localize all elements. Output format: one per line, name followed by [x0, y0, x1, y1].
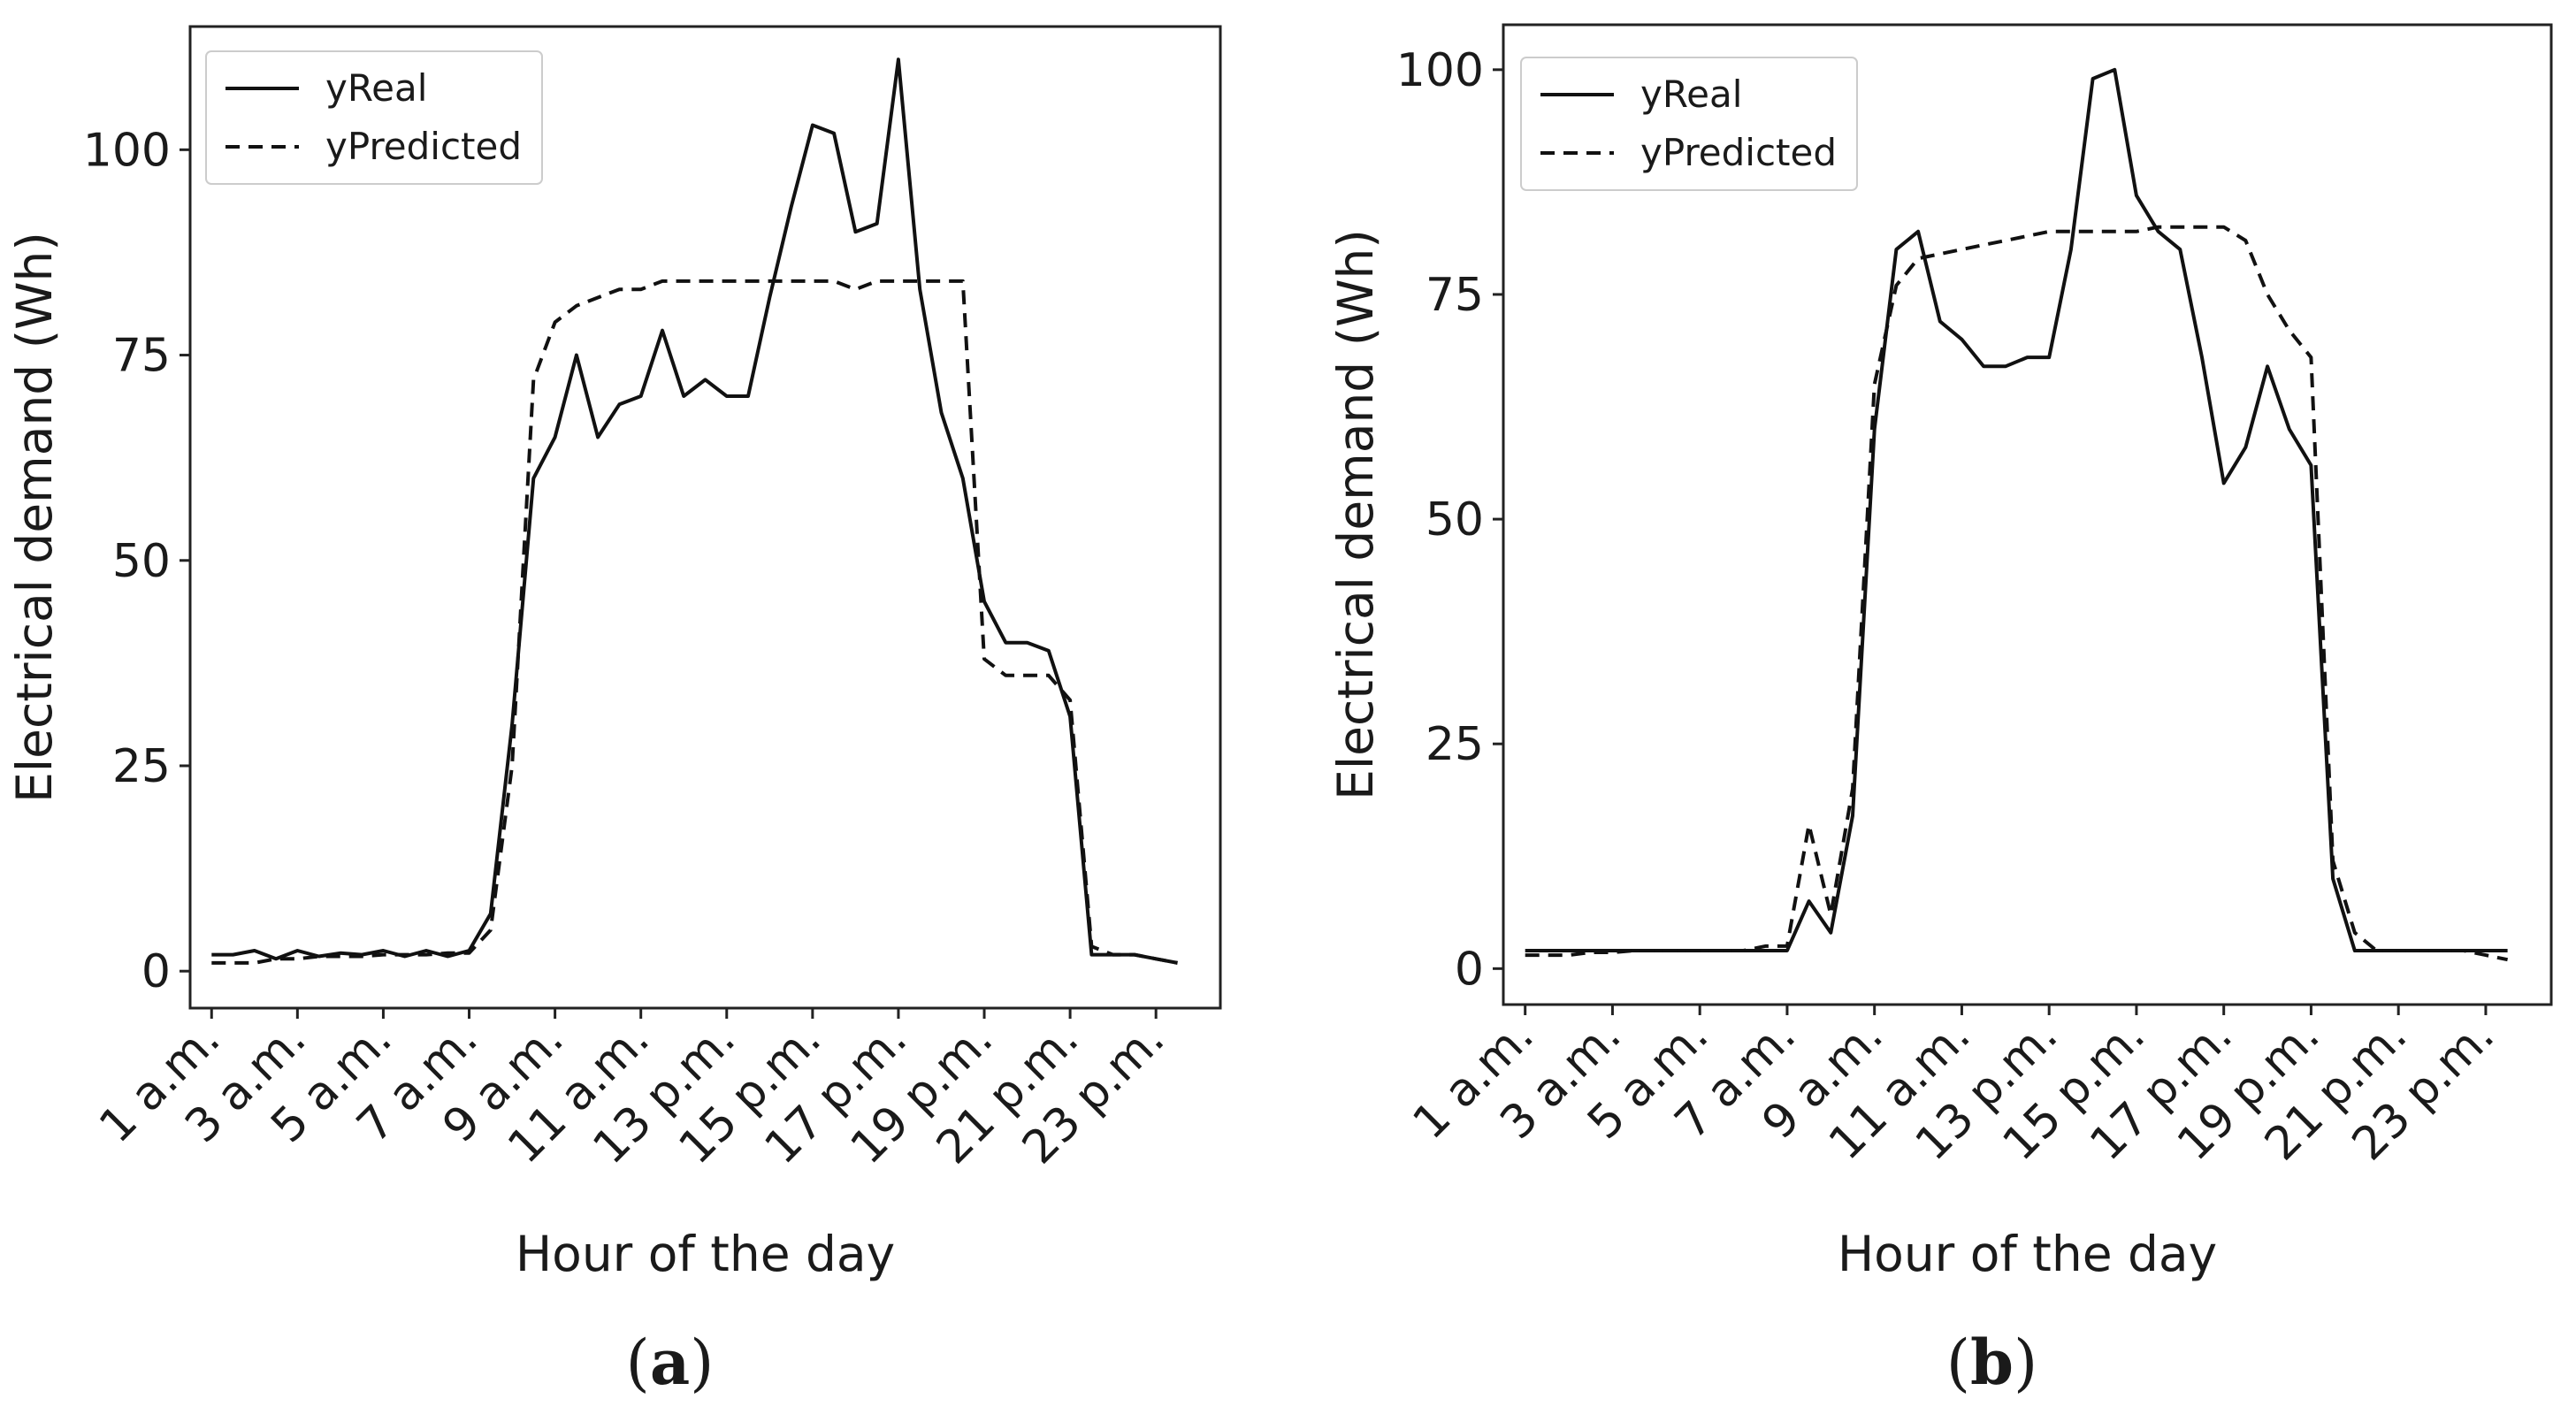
panel-a-y-axis-title: Electrical demand (Wh): [6, 232, 63, 803]
panel-b-ypredicted-point: [1938, 252, 1942, 256]
panel-a-ypredicted-line: [211, 279, 1178, 965]
panel-a-y-tick-label: 25: [112, 740, 171, 793]
panel-b-legend: yReal yPredicted: [1520, 57, 1858, 191]
panel-b-caption-letter: b: [1970, 1326, 2014, 1399]
panel-a-x-axis: 1 a.m.3 a.m.5 a.m.7 a.m.9 a.m.11 a.m.13 …: [89, 1008, 1174, 1174]
panel-a-ypredicted-point: [897, 279, 900, 283]
panel-a-legend-yreal-label: yReal: [325, 66, 427, 110]
panel-a-legend-ypredicted-label: yPredicted: [325, 125, 522, 168]
panel-a-series: [211, 57, 1178, 965]
panel-b-ypredicted-point: [2047, 230, 2051, 233]
panel-b-yreal-line: [1525, 67, 2508, 952]
panel-a-ypredicted-point: [232, 961, 235, 965]
panel-b-legend-ypredicted-label: yPredicted: [1640, 131, 1837, 174]
panel-a-caption: (a): [626, 1326, 715, 1399]
panel-a-x-axis-title: Hour of the day: [516, 1226, 895, 1282]
panel-b-series: [1525, 67, 2509, 962]
panel-a-ypredicted-point: [510, 764, 514, 768]
panel-b-ypredicted-point: [1960, 248, 1963, 251]
panel-a-caption-letter: a: [650, 1326, 690, 1399]
panel-a-yreal-line: [211, 57, 1178, 965]
panel-b-y-axis: 0 25 50 75 100: [1396, 44, 1503, 996]
panel-b-ypredicted-point: [2004, 239, 2007, 242]
panel-b-x-axis: 1 a.m.3 a.m.5 a.m.7 a.m.9 a.m.11 a.m.13 …: [1403, 1005, 2504, 1171]
panel-b-legend-yreal-label: yReal: [1640, 73, 1742, 116]
panel-a-legend-box: [205, 50, 543, 185]
panel-b-ypredicted-point: [1808, 823, 1811, 827]
panel-a-y-axis: 0 25 50 75 100: [83, 124, 190, 998]
panel-b-ypredicted-point: [2026, 234, 2029, 238]
panel-b-caption: (b): [1946, 1326, 2038, 1399]
panel-a-ypredicted-point: [295, 957, 299, 960]
panel-b-y-axis-title: Electrical demand (Wh): [1327, 229, 1384, 800]
panel-a-ypredicted-point: [832, 279, 836, 283]
panel-b-ypredicted-point: [1982, 243, 1985, 247]
panel-b-y-tick-label: 75: [1426, 269, 1484, 322]
panel-b-ypredicted-point: [1829, 913, 1832, 916]
panel-a-ypredicted-point: [875, 279, 879, 283]
panel-a-ypredicted-point: [853, 287, 857, 291]
panel-b-ypredicted-line: [1525, 225, 2509, 962]
chart-panel-b: 0 25 50 75 100 1 a.m.3 a.m.5 a.m.7 a.m.9 a.m…: [1327, 23, 2553, 1399]
panel-b-legend-box: [1520, 57, 1858, 191]
panel-b-x-axis-title: Hour of the day: [1838, 1226, 2217, 1282]
panel-b-y-tick-label: 50: [1426, 493, 1484, 546]
panel-a-y-tick-label: 50: [112, 535, 171, 588]
panel-b-y-tick-label: 25: [1426, 718, 1484, 771]
panel-a-ypredicted-point: [253, 961, 256, 965]
panel-b-ypredicted-point: [2288, 329, 2291, 332]
chart-panel-a: 0 25 50 75 100 1 a.m.3 a.m.5 a.m.7 a.m.9 a.m…: [6, 25, 1222, 1399]
panel-b-ypredicted-point: [1567, 953, 1571, 957]
panel-b-ypredicted-point: [1916, 256, 1920, 260]
panel-a-legend: yReal yPredicted: [205, 50, 543, 185]
panel-a-ypredicted-point: [811, 279, 814, 283]
panel-b-y-tick-label: 0: [1455, 943, 1484, 996]
panel-a-y-tick-label: 0: [141, 945, 171, 998]
panel-a-plot-frame: [188, 25, 1222, 1010]
panel-a-y-tick-label: 100: [83, 124, 171, 177]
panel-b-plot-frame: [1502, 23, 2553, 1006]
panel-b-y-tick-label: 100: [1396, 44, 1484, 97]
panel-a-y-tick-label: 75: [112, 330, 171, 383]
